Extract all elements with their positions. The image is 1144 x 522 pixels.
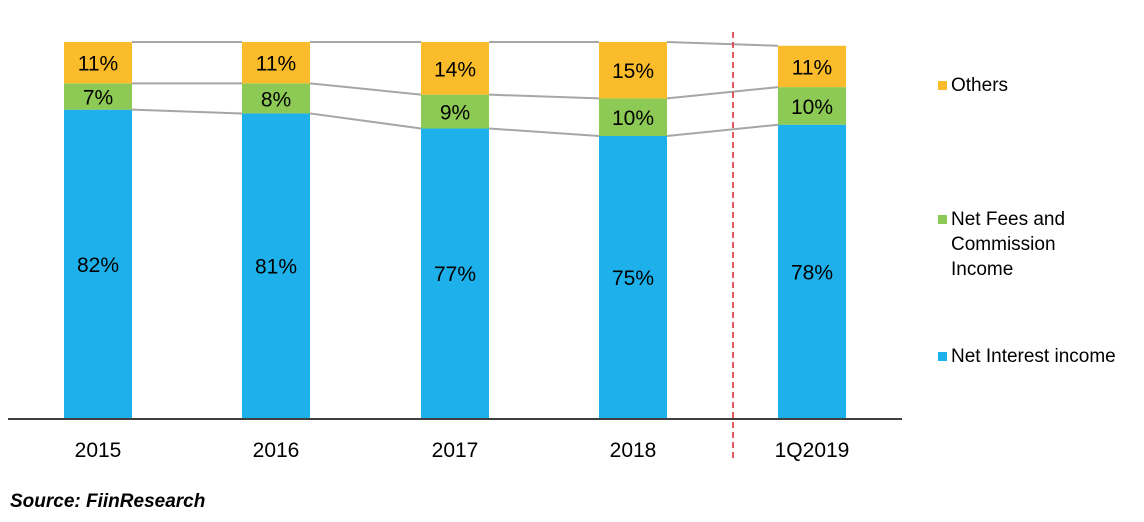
connector-line-interest-2 <box>488 127 600 137</box>
x-tick-label-1q2019: 1Q2019 <box>775 439 850 462</box>
legend-label-interest: Net Interest income <box>951 346 1116 367</box>
data-label-fees-2015: 7% <box>83 87 113 110</box>
bar-segment-interest-2016 <box>242 113 310 418</box>
data-label-others-2017: 14% <box>434 58 476 81</box>
legend-swatch-others <box>938 81 947 90</box>
connector-line-fees-1 <box>309 82 422 96</box>
legend-label-fees: Net Fees and Commission Income <box>951 209 1066 280</box>
data-label-interest-2018: 75% <box>612 267 654 290</box>
bar-segment-others-2015 <box>64 42 132 84</box>
bar-segment-others-2017 <box>421 42 489 95</box>
legend-label-others: Others <box>951 75 1009 96</box>
bar-segment-fees-2016 <box>242 83 310 114</box>
stacked-bar-chart: 82% 7% 11% 2015 81% 8% 11% 2016 77% 9% 14% 2017 75% 1… <box>8 32 902 462</box>
data-label-interest-2015: 82% <box>77 254 119 277</box>
connector-line-fees-2 <box>488 93 600 100</box>
legend-item-fees: Net Fees and Commission Income <box>938 207 1065 282</box>
source-note: Source: FiinResearch <box>10 491 206 512</box>
bar-segment-fees-2015 <box>64 83 132 110</box>
data-label-interest-2017: 77% <box>434 263 476 286</box>
data-label-others-2018: 15% <box>612 60 654 83</box>
data-label-fees-1q2019: 10% <box>791 96 833 119</box>
connector-line-fees-3 <box>666 86 779 100</box>
legend-item-others: Others <box>938 73 1008 98</box>
bar-segment-interest-1q2019 <box>778 124 846 418</box>
bar-segment-others-2018 <box>599 42 667 99</box>
connector-line-others-3 <box>666 41 779 47</box>
bar-segment-fees-1q2019 <box>778 87 846 125</box>
data-label-fees-2016: 8% <box>261 88 291 111</box>
connector-line-interest-0 <box>131 108 243 115</box>
data-label-interest-1q2019: 78% <box>791 261 833 284</box>
x-tick-label-2017: 2017 <box>432 439 479 462</box>
data-label-interest-2016: 81% <box>255 256 297 279</box>
bar-segment-others-2016 <box>242 42 310 84</box>
bar-segment-fees-2017 <box>421 94 489 129</box>
legend-item-interest: Net Interest income <box>938 344 1116 369</box>
bar-segment-fees-2018 <box>599 98 667 136</box>
bar-segment-interest-2017 <box>421 128 489 419</box>
connector-line-interest-1 <box>309 112 422 130</box>
data-label-others-2015: 11% <box>78 53 118 76</box>
connector-line-interest-3 <box>666 123 779 137</box>
legend: Others Net Fees and Commission Income Ne… <box>938 0 1144 420</box>
legend-swatch-interest <box>938 352 947 361</box>
x-tick-label-2018: 2018 <box>610 439 657 462</box>
bar-segment-interest-2015 <box>64 109 132 419</box>
data-label-fees-2018: 10% <box>612 107 654 130</box>
data-label-others-2016: 11% <box>256 53 296 76</box>
x-tick-label-2015: 2015 <box>75 439 122 462</box>
bar-segment-interest-2018 <box>599 136 667 418</box>
data-label-fees-2017: 9% <box>440 102 470 125</box>
x-tick-label-2016: 2016 <box>253 439 300 462</box>
legend-swatch-fees <box>938 215 947 224</box>
data-label-others-1q2019: 11% <box>792 56 832 79</box>
bar-segment-others-1q2019 <box>778 45 846 88</box>
